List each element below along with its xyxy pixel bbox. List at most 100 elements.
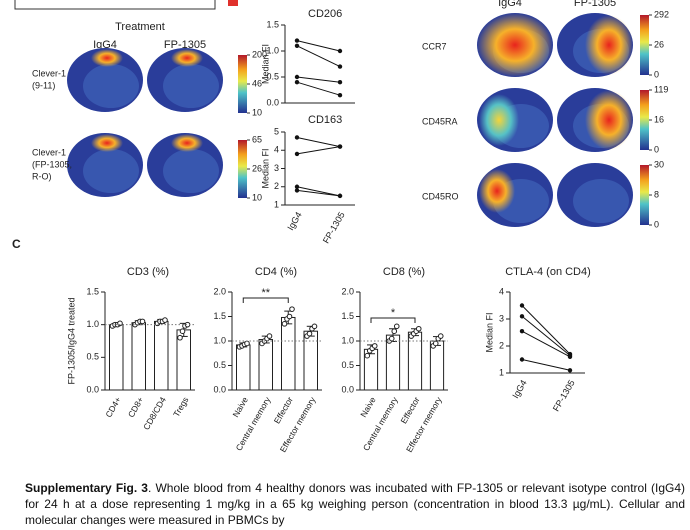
significance-bracket [242,297,289,303]
bar [236,344,251,391]
y-tick-label: 2.0 [341,286,354,296]
colorbar-label: 26 [654,39,664,49]
donor-point [337,80,343,85]
bar [303,330,318,391]
donor-point [294,80,300,85]
row-label: CD45RA [422,116,458,126]
donor-point [177,334,183,341]
significance-label: * [391,307,396,319]
y-tick-label: 4 [274,145,279,155]
caption-text: . Whole blood from 4 healthy donors was … [25,481,685,527]
donor-point [519,328,525,334]
y-tick-label: 0.0 [213,384,226,394]
y-tick-label: 0.5 [86,352,99,362]
panel-label: C [12,237,21,251]
donor-point [294,43,300,48]
x-tick-label: CD4+ [103,395,123,419]
row-label: (9-11) [32,80,55,90]
y-axis-label: FP-1305/IgG4 treated [66,297,76,384]
column-label: IgG4 [93,39,117,51]
donor-point [567,368,573,373]
colorbar-label: 10 [252,192,262,202]
donor-line [296,146,341,155]
colorbar [640,15,649,75]
x-tick-label: Effector [398,395,421,425]
donor-point [393,323,400,330]
y-tick-label: 0.5 [213,360,226,370]
colorbar [238,55,247,113]
y-tick-label: 1 [274,199,279,209]
y-tick-label: 0.5 [341,360,354,370]
significance-label: ** [261,287,270,299]
tsne-hotspot [91,134,123,152]
y-tick-label: 1.5 [266,19,279,29]
y-tick-label: 0.5 [266,71,279,81]
donor-line [296,136,341,148]
y-tick-label: 5 [274,126,279,136]
donor-point [294,74,300,80]
tsne-hotspot [171,134,203,152]
tsne-hotspot [479,94,519,146]
figure: Treatment IgG4 FP-1305 IgG4 FP-1305 C Cl… [12,0,669,454]
donor-point [162,317,168,323]
donor-point [179,328,186,335]
caption: Supplementary Fig. 3. Whole blood from 4… [25,480,685,530]
donor-line [521,315,571,356]
donor-line [296,76,341,83]
colorbar-label: 0 [654,144,659,154]
x-tick-label: Effector [272,395,295,425]
donor-point [294,151,300,157]
column-label: FP-1305 [164,39,206,51]
x-tick-label: Naive [358,395,378,419]
bar [109,324,124,391]
donor-point [432,340,439,347]
bar [154,320,169,391]
chart-title: CD206 [308,8,342,20]
y-tick-label: 0.0 [86,384,99,394]
donor-point [567,354,573,359]
colorbar-label: 292 [654,9,669,19]
tsne-title: Treatment [115,21,165,33]
bar [258,339,273,391]
legend-swatch [228,0,238,6]
legend-fragment [14,0,216,10]
donor-point [281,321,288,327]
y-tick-label: 1.5 [341,311,354,321]
colorbar [640,165,649,225]
x-tick-label: Naive [230,395,250,419]
x-tick-label: IgG4 [285,210,303,232]
donor-point [266,333,273,339]
bar [131,322,146,391]
donor-point [289,306,295,312]
y-axis-label: Median FI [484,312,494,352]
x-tick-label: IgG4 [510,378,528,400]
donor-point [294,135,300,140]
tsne-speckle [163,149,219,193]
donor-point [519,303,525,308]
donor-point [294,188,300,193]
donor-point [337,64,343,69]
donor-line [521,330,571,358]
x-tick-label: CD8+ [126,395,146,419]
donor-point [311,323,318,330]
y-tick-label: 2 [274,181,279,191]
colorbar-label: 0 [654,69,659,79]
tsne-hotspot [585,15,633,75]
donor-point [337,48,343,54]
donor-point [337,93,343,98]
y-tick-label: 0.0 [266,97,279,107]
y-tick-label: 3 [274,163,279,173]
y-tick-label: 2.0 [213,286,226,296]
chart-title: CD163 [308,114,342,126]
colorbar-label: 119 [654,84,668,94]
donor-point [306,330,313,337]
donor-line [296,40,341,52]
column-label: IgG4 [498,0,522,9]
x-tick-label: FP-1305 [551,378,577,413]
colorbar-label: 65 [252,134,262,144]
significance-bracket [370,317,416,323]
donor-point [117,320,123,327]
tsne-hotspot [585,90,633,150]
donor-point [337,193,343,199]
donor-line [521,359,571,371]
